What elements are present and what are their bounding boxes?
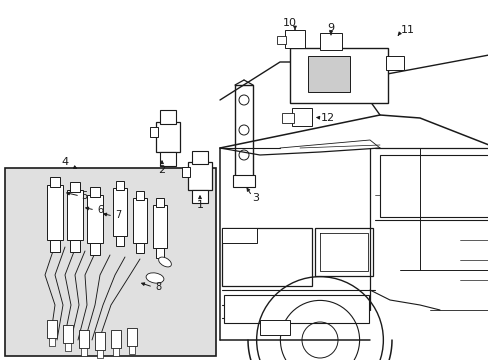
Bar xyxy=(81,348,87,356)
Bar xyxy=(182,167,190,177)
Bar xyxy=(47,185,63,240)
Text: 10: 10 xyxy=(283,18,296,28)
Bar xyxy=(187,162,212,190)
Text: 5: 5 xyxy=(81,191,87,201)
Ellipse shape xyxy=(146,273,163,283)
Bar xyxy=(160,152,176,166)
Bar xyxy=(70,182,80,192)
Bar xyxy=(385,56,403,70)
Text: 8: 8 xyxy=(155,282,161,292)
Bar xyxy=(63,325,73,343)
Bar xyxy=(156,122,180,152)
Bar xyxy=(307,56,349,92)
Bar xyxy=(232,175,254,187)
Bar xyxy=(50,240,60,252)
Text: 2: 2 xyxy=(158,165,165,175)
Bar xyxy=(319,33,341,50)
Bar xyxy=(222,228,257,243)
Bar xyxy=(67,190,83,240)
Text: 11: 11 xyxy=(400,25,414,35)
Bar xyxy=(156,248,163,258)
Text: 7: 7 xyxy=(115,210,121,220)
Bar xyxy=(156,198,163,207)
Bar xyxy=(95,332,105,350)
Bar xyxy=(285,30,305,48)
Bar xyxy=(222,228,311,286)
Bar xyxy=(116,181,124,190)
Bar xyxy=(97,350,103,358)
Bar xyxy=(224,295,368,323)
Bar xyxy=(276,36,285,44)
Bar xyxy=(79,330,89,348)
Bar xyxy=(153,205,167,248)
Bar xyxy=(70,240,80,252)
Bar xyxy=(133,198,147,243)
Bar xyxy=(282,113,293,123)
Bar xyxy=(192,190,207,203)
Bar xyxy=(127,328,137,346)
Text: 1: 1 xyxy=(196,200,203,210)
Bar xyxy=(289,48,387,103)
Bar xyxy=(111,330,121,348)
Bar xyxy=(65,343,71,351)
Bar xyxy=(116,236,124,246)
Bar xyxy=(136,243,143,253)
Text: 3: 3 xyxy=(252,193,259,203)
Text: 12: 12 xyxy=(320,113,334,123)
Bar xyxy=(90,187,100,197)
Bar xyxy=(160,110,176,124)
Bar xyxy=(113,188,127,236)
Text: 9: 9 xyxy=(327,23,334,33)
Bar xyxy=(87,195,103,243)
Bar xyxy=(5,168,216,356)
Bar xyxy=(291,108,311,126)
Text: 6: 6 xyxy=(97,205,103,215)
Text: 4: 4 xyxy=(61,157,68,167)
Bar xyxy=(150,127,158,137)
Bar xyxy=(49,338,55,346)
Bar xyxy=(314,228,372,276)
Bar xyxy=(129,346,135,354)
Bar xyxy=(50,177,60,187)
Bar xyxy=(192,151,207,164)
Bar xyxy=(260,320,289,335)
Bar xyxy=(90,243,100,255)
Bar xyxy=(136,191,143,200)
Bar xyxy=(47,320,57,338)
Ellipse shape xyxy=(158,257,171,267)
Bar xyxy=(379,155,488,217)
Bar xyxy=(113,348,119,356)
